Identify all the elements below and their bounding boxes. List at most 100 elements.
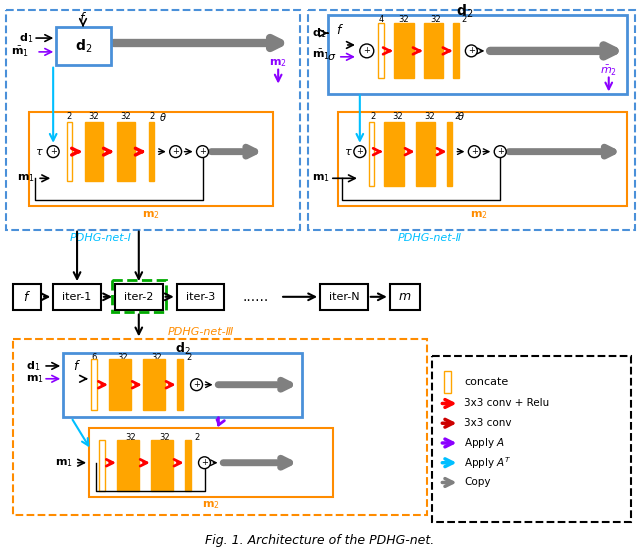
Bar: [424, 23, 444, 77]
Text: $\mathbf{m}_1$: $\mathbf{m}_1$: [26, 373, 44, 385]
Text: concate: concate: [465, 377, 509, 387]
Text: $\tau$: $\tau$: [35, 147, 44, 156]
Text: +: +: [468, 46, 475, 55]
Text: 2: 2: [461, 15, 467, 24]
Bar: [117, 440, 139, 492]
Bar: [13, 284, 41, 310]
Bar: [148, 122, 154, 181]
Text: iter-2: iter-2: [124, 292, 154, 302]
Text: $\mathbf{m}_1$: $\mathbf{m}_1$: [17, 173, 35, 184]
Text: $\theta$: $\theta$: [159, 111, 166, 123]
Circle shape: [465, 45, 477, 57]
Text: 32: 32: [118, 353, 128, 362]
Text: $\theta$: $\theta$: [458, 110, 465, 122]
Bar: [447, 122, 452, 186]
Text: iter-3: iter-3: [186, 292, 215, 302]
Text: $f$: $f$: [73, 359, 81, 373]
Bar: [13, 340, 426, 515]
Text: PDHG-net-Ⅱ: PDHG-net-Ⅱ: [397, 233, 461, 243]
Bar: [89, 428, 333, 497]
Text: $\tau$: $\tau$: [344, 147, 352, 156]
Text: +: +: [193, 380, 200, 389]
Bar: [394, 23, 413, 77]
Bar: [112, 280, 166, 312]
Text: +: +: [364, 46, 370, 55]
Bar: [184, 440, 191, 492]
Bar: [444, 371, 451, 393]
Circle shape: [354, 145, 366, 158]
Bar: [177, 284, 225, 310]
Bar: [151, 440, 173, 492]
Text: 32: 32: [159, 432, 170, 441]
Text: $\bar{\mathbf{m}}_1$: $\bar{\mathbf{m}}_1$: [12, 45, 29, 59]
Bar: [338, 112, 627, 206]
Text: 2: 2: [186, 353, 191, 362]
Circle shape: [468, 145, 480, 158]
Text: $\mathbf{d}_1$: $\mathbf{d}_1$: [19, 31, 34, 45]
Bar: [308, 11, 635, 229]
Text: 3x3 conv + Relu: 3x3 conv + Relu: [465, 399, 550, 409]
Bar: [431, 356, 630, 522]
Bar: [53, 284, 101, 310]
Text: $f$: $f$: [79, 11, 87, 25]
Text: $\mathbf{m}_2$: $\mathbf{m}_2$: [202, 499, 220, 511]
Bar: [63, 353, 302, 418]
Text: Fig. 1. Architecture of the PDHG-net.: Fig. 1. Architecture of the PDHG-net.: [205, 534, 435, 547]
Bar: [117, 122, 135, 181]
Text: $\mathbf{d}_2$: $\mathbf{d}_2$: [175, 341, 191, 357]
Circle shape: [360, 44, 374, 58]
Circle shape: [494, 145, 506, 158]
Text: $\mathbf{d}_2$: $\mathbf{d}_2$: [75, 37, 92, 55]
Text: $\sigma$: $\sigma$: [327, 52, 337, 62]
Text: PDHG-net-Ⅰ: PDHG-net-Ⅰ: [70, 233, 132, 243]
Text: 32: 32: [424, 112, 435, 121]
Text: +: +: [199, 147, 206, 156]
Text: 6: 6: [92, 353, 97, 362]
Text: 32: 32: [430, 15, 441, 24]
Text: 32: 32: [120, 112, 131, 121]
Bar: [115, 284, 163, 310]
Text: 3x3 conv: 3x3 conv: [465, 418, 512, 428]
Text: 32: 32: [398, 15, 409, 24]
Circle shape: [170, 145, 182, 158]
Bar: [378, 23, 384, 77]
Text: +: +: [471, 147, 478, 156]
Text: $\mathbf{m}_2$: $\mathbf{m}_2$: [269, 57, 287, 69]
Text: $\mathbf{d}_1$: $\mathbf{d}_1$: [312, 26, 326, 40]
Text: iter-1: iter-1: [63, 292, 92, 302]
Text: 2: 2: [194, 432, 199, 441]
Text: 2: 2: [149, 112, 154, 121]
Text: $\mathbf{m}_1$: $\mathbf{m}_1$: [312, 173, 330, 184]
Text: $f$: $f$: [336, 23, 344, 37]
Text: 2: 2: [370, 112, 376, 121]
Bar: [177, 359, 182, 410]
Text: +: +: [172, 147, 179, 156]
Text: 32: 32: [392, 112, 403, 121]
Text: $\bar{\mathbf{m}}_1$: $\bar{\mathbf{m}}_1$: [312, 48, 330, 62]
Text: $\mathbf{d}_2$: $\mathbf{d}_2$: [456, 3, 473, 20]
Bar: [320, 284, 368, 310]
Text: PDHG-net-Ⅲ: PDHG-net-Ⅲ: [168, 327, 234, 337]
Text: 4: 4: [379, 15, 385, 24]
Text: 32: 32: [152, 353, 162, 362]
Text: +: +: [201, 458, 208, 467]
Bar: [328, 15, 627, 95]
Text: $f$: $f$: [23, 290, 31, 304]
Bar: [109, 359, 131, 410]
Bar: [415, 122, 435, 186]
Text: ......: ......: [242, 290, 268, 304]
Text: +: +: [356, 147, 364, 156]
Text: 2: 2: [455, 112, 460, 121]
Text: $\mathbf{m}_2$: $\mathbf{m}_2$: [470, 209, 488, 221]
Bar: [369, 122, 374, 186]
Circle shape: [191, 379, 202, 390]
Bar: [67, 122, 72, 181]
Text: 32: 32: [125, 432, 136, 441]
Text: 32: 32: [89, 112, 99, 121]
Text: 2: 2: [67, 112, 72, 121]
Text: Apply $A^T$: Apply $A^T$: [465, 455, 512, 471]
Bar: [143, 359, 164, 410]
Bar: [85, 122, 103, 181]
Text: $m$: $m$: [398, 290, 412, 303]
Circle shape: [47, 145, 59, 158]
